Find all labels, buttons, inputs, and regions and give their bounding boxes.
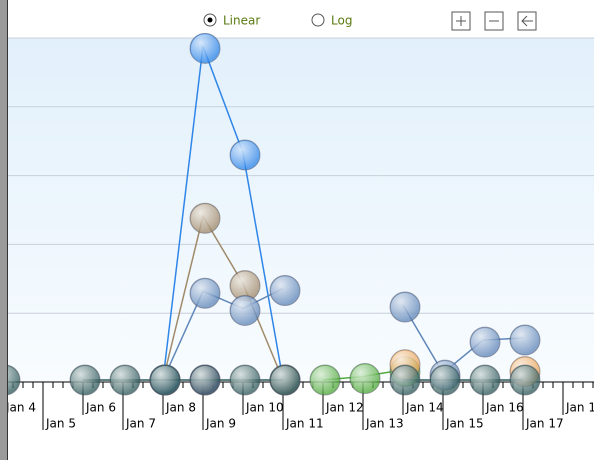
- plot-area: [8, 38, 594, 382]
- point-shine: [351, 364, 379, 393]
- series-line: [162, 46, 284, 381]
- controls: Linear Log: [203, 13, 352, 28]
- back-icon: [521, 15, 533, 27]
- x-tick-label: Jan 9: [205, 417, 236, 431]
- x-tick-label: Jan 7: [125, 417, 156, 431]
- point-shine: [8, 366, 19, 394]
- point-shine: [471, 366, 499, 394]
- point-shine: [431, 366, 459, 394]
- point-shine: [311, 366, 339, 394]
- point-shine: [231, 296, 259, 325]
- scale-option-label[interactable]: Log: [331, 14, 352, 28]
- x-tick-label: Jan 14: [405, 401, 444, 415]
- series-line: [162, 214, 284, 381]
- x-tick-label: Jan 15: [445, 417, 484, 431]
- point-shine: [191, 204, 219, 233]
- series-line: [162, 287, 284, 381]
- point-shine: [231, 271, 259, 300]
- point-shine: [511, 326, 539, 355]
- x-tick-label: Jan 17: [525, 417, 564, 431]
- x-tick-label: Jan 10: [245, 401, 284, 415]
- point-shine: [511, 366, 539, 394]
- point-shine: [71, 366, 99, 394]
- point-shine: [191, 34, 219, 63]
- point-shine: [271, 276, 299, 305]
- point-shine: [471, 328, 499, 357]
- x-tick-label: Jan 6: [85, 401, 116, 415]
- x-tick-label: Jan 11: [285, 417, 324, 431]
- point-shine: [191, 366, 219, 394]
- toolbar: [451, 11, 537, 31]
- x-tick-label: Jan 4: [5, 401, 36, 415]
- point-shine: [231, 366, 259, 394]
- point-shine: [391, 293, 419, 322]
- x-tick-label: Jan 5: [45, 417, 76, 431]
- point-shine: [271, 366, 299, 394]
- radio-button[interactable]: [311, 13, 325, 27]
- x-tick-label: Jan 16: [485, 401, 524, 415]
- zoom-in-icon: [456, 16, 466, 26]
- point-shine: [111, 366, 139, 394]
- radio-dot: [207, 17, 213, 23]
- point-shine: [191, 279, 219, 308]
- left-border: [0, 0, 8, 460]
- series-line: [402, 304, 524, 375]
- point-shine: [231, 140, 259, 169]
- point-shine: [151, 366, 179, 394]
- x-tick-label: Jan 12: [325, 401, 364, 415]
- x-tick-label: Jan 13: [365, 417, 404, 431]
- x-tick-label: Jan 18: [565, 401, 594, 415]
- point-shine: [391, 366, 419, 394]
- scale-option-label[interactable]: Linear: [223, 14, 260, 28]
- x-tick-label: Jan 8: [165, 401, 196, 415]
